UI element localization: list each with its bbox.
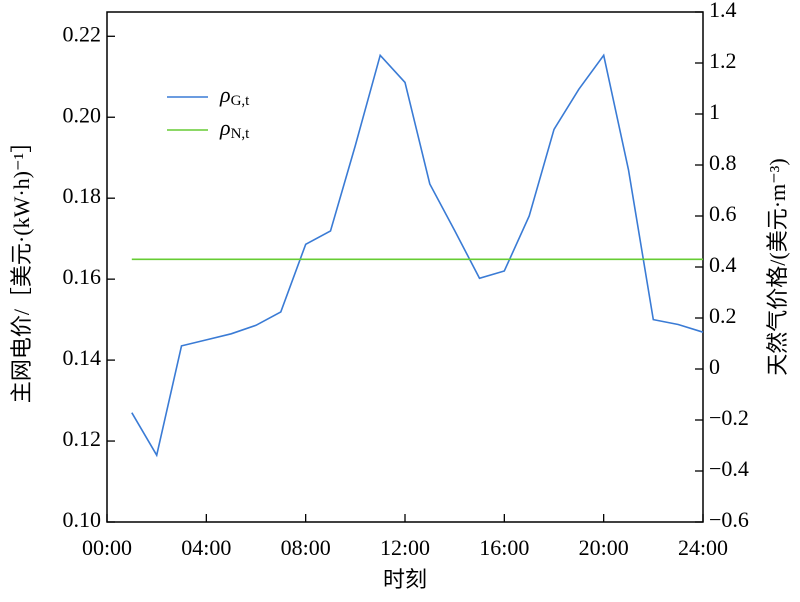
y2-tick-label: 0.2: [709, 303, 737, 328]
x-tick-label: 16:00: [479, 535, 529, 560]
y-tick-label: 0.20: [63, 102, 102, 127]
x-tick-label: 00:00: [82, 535, 132, 560]
x-tick-label: 08:00: [281, 535, 331, 560]
y-tick-label: 0.18: [63, 183, 102, 208]
y2-tick-label: 1.4: [709, 0, 737, 22]
y2-tick-label: 0.6: [709, 201, 737, 226]
y2-tick-label: 0.4: [709, 252, 737, 277]
y2-tick-label: −0.6: [709, 507, 749, 532]
x-tick-label: 24:00: [678, 535, 728, 560]
y2-tick-label: 1: [709, 99, 720, 124]
y-axis-title: 主网电价/［美元·(kW·h)⁻¹］: [9, 131, 34, 403]
y2-tick-label: 1.2: [709, 48, 737, 73]
y-tick-label: 0.16: [63, 264, 102, 289]
x-tick-label: 12:00: [380, 535, 430, 560]
y-tick-label: 0.12: [63, 426, 102, 451]
y2-tick-label: −0.2: [709, 405, 749, 430]
y-tick-label: 0.22: [63, 21, 102, 46]
x-tick-label: 20:00: [579, 535, 629, 560]
y2-tick-label: 0.8: [709, 150, 737, 175]
x-tick-label: 04:00: [181, 535, 231, 560]
y-tick-label: 0.10: [63, 507, 102, 532]
y2-tick-label: 0: [709, 354, 720, 379]
x-axis-title: 时刻: [383, 567, 427, 592]
plot-frame: [106, 11, 704, 523]
legend-label: ρN,t: [219, 115, 250, 142]
y2-tick-label: −0.4: [709, 456, 749, 481]
y2-axis-title: 天然气价格/(美元·m⁻³): [765, 158, 790, 375]
series-line: [131, 53, 704, 458]
legend-label: ρG,t: [219, 82, 250, 109]
y-tick-label: 0.14: [63, 345, 102, 370]
